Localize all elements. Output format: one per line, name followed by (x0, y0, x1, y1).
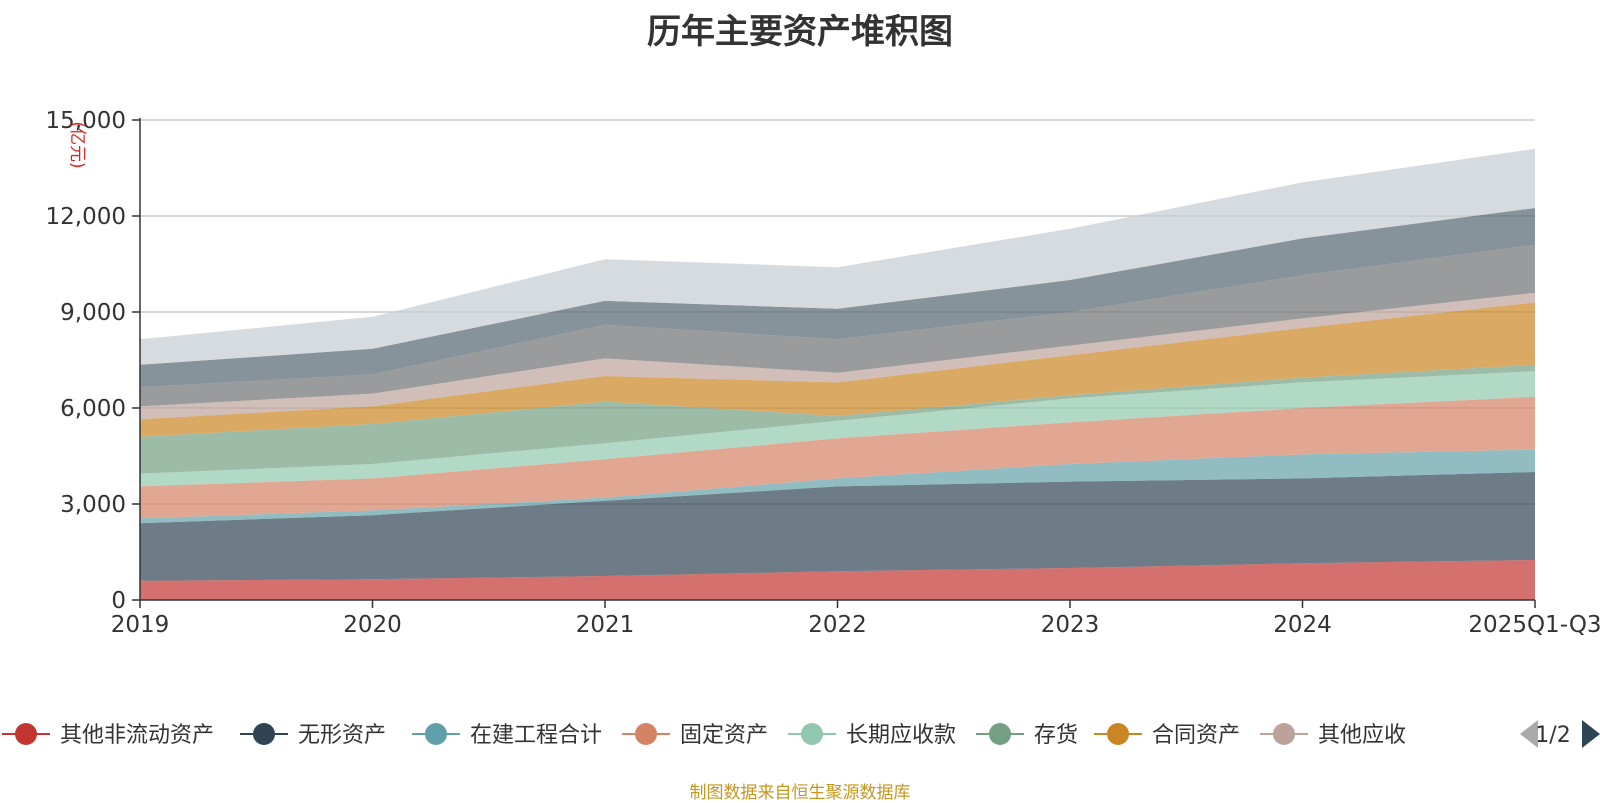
area-其他资产C (140, 148, 1535, 365)
legend-item[interactable]: 合同资产 (1094, 723, 1240, 748)
x-tick-label: 2020 (343, 612, 402, 638)
legend-swatch-circle (989, 723, 1011, 745)
x-tick-label: 2019 (111, 612, 170, 638)
legend-label: 存货 (1034, 723, 1078, 748)
legend-swatch-circle (253, 723, 275, 745)
legend-label: 无形资产 (298, 723, 386, 748)
y-tick-label: 0 (111, 588, 126, 614)
y-tick-label: 3,000 (60, 492, 126, 518)
area-其他非流动资产 (140, 560, 1535, 600)
area-无形资产 (140, 472, 1535, 581)
legend-item[interactable]: 存货 (976, 723, 1078, 748)
axis-layer: 0 3,000 6,000 9,000 12,000 15,000 2019 2020 2021… (46, 108, 1600, 638)
legend-swatch-circle (1107, 723, 1129, 745)
area-合同资产 (140, 302, 1535, 437)
legend-item[interactable]: 其他非流动资产 (2, 723, 214, 748)
legend-swatch-circle (15, 723, 37, 745)
legend-item[interactable]: 无形资产 (240, 723, 386, 748)
source-note: 制图数据来自恒生聚源数据库 (689, 783, 911, 803)
area-长期应收款 (140, 371, 1535, 487)
y-tick-label: 12,000 (46, 204, 126, 230)
x-tick-label: 2023 (1041, 612, 1100, 638)
legend-label: 其他应收 (1318, 723, 1406, 748)
chart-title: 历年主要资产堆积图 (647, 12, 953, 52)
x-tick-label: 2024 (1273, 612, 1332, 638)
area-存货 (140, 364, 1535, 474)
y-axis-unit-label: (亿元) (67, 121, 87, 168)
legend-prev-page-icon[interactable] (1520, 720, 1538, 748)
legend-label: 其他非流动资产 (60, 723, 214, 748)
legend-next-page-icon[interactable] (1582, 720, 1600, 748)
legend-label: 合同资产 (1152, 723, 1240, 748)
area-在建工程合计 (140, 449, 1535, 524)
legend-swatch-circle (425, 723, 447, 745)
area-layer (140, 148, 1535, 600)
legend-label: 长期应收款 (846, 723, 956, 748)
area-其他资产B (140, 208, 1535, 388)
area-固定资产 (140, 396, 1535, 519)
legend-label: 在建工程合计 (470, 723, 602, 748)
legend-item[interactable]: 在建工程合计 (412, 723, 602, 748)
legend-swatch-circle (801, 723, 823, 745)
legend-swatch-circle (1273, 723, 1295, 745)
x-tick-label: 2021 (576, 612, 635, 638)
legend-page-indicator: 1/2 (1535, 723, 1570, 748)
x-tick-label: 2022 (808, 612, 867, 638)
legend-item[interactable]: 固定资产 (622, 723, 768, 748)
y-tick-label: 15,000 (46, 108, 126, 134)
legend-layer: 其他非流动资产 无形资产 在建工程合计 固定资产 长期应收款 存货 合同资产 其他应收 1/2 (2, 720, 1600, 748)
area-其他应收款 (140, 292, 1535, 420)
legend-item[interactable]: 其他应收 (1260, 723, 1406, 748)
legend-label: 固定资产 (680, 723, 768, 748)
legend-swatch-circle (635, 723, 657, 745)
area-其他资产A (140, 244, 1535, 407)
y-tick-label: 9,000 (60, 300, 126, 326)
x-tick-label: 2025Q1-Q3 (1468, 612, 1600, 638)
y-tick-label: 6,000 (60, 396, 126, 422)
legend-item[interactable]: 长期应收款 (788, 723, 956, 748)
